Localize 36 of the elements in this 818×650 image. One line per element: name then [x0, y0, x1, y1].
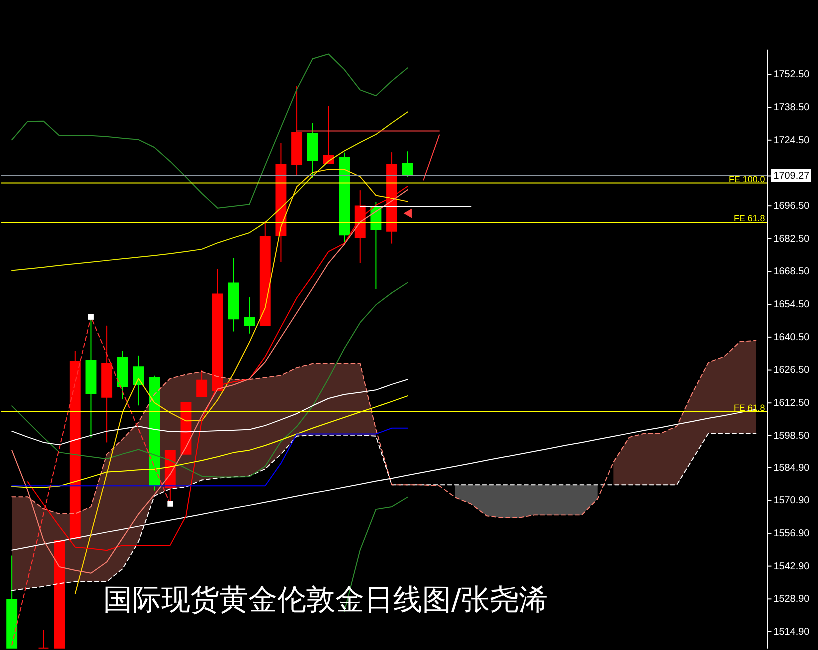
- y-tick-label: 1612.50: [774, 398, 810, 410]
- y-tick-label: 1584.90: [774, 462, 810, 474]
- line-series: [12, 112, 408, 272]
- y-tick-label: 1668.50: [774, 266, 810, 278]
- line-series: [12, 428, 408, 487]
- ref-line-label: FE 61.8: [734, 402, 766, 413]
- y-tick-label: 1556.90: [774, 528, 810, 540]
- line-series: [12, 379, 408, 446]
- point: [168, 501, 174, 507]
- y-tick-label: 1528.90: [774, 594, 810, 606]
- candlestick: [402, 151, 414, 178]
- y-tick-label: 1542.90: [774, 561, 810, 572]
- candlestick: [370, 202, 382, 290]
- point: [88, 314, 94, 320]
- annotation: 国际现货黄金伦敦金日线图/张尧浠: [103, 582, 548, 617]
- y-tick-label: 1654.50: [774, 300, 810, 311]
- y-tick-label: 1514.90: [774, 627, 810, 638]
- y-tick-label: 1640.50: [774, 332, 810, 344]
- y-tick-label: 1752.50: [774, 70, 810, 81]
- ref-line-label: FE 61.8: [734, 214, 766, 224]
- y-tick-label: 1570.90: [774, 496, 810, 507]
- candlestick: [38, 630, 50, 649]
- line-series: [12, 54, 408, 209]
- line-series: [12, 282, 408, 478]
- y-tick-label: 1709.27: [774, 171, 810, 182]
- candlestick: [196, 370, 208, 398]
- ref-line-label: FE 100.0: [728, 174, 766, 184]
- y-tick-label: 1724.50: [774, 135, 810, 146]
- candlestick: [133, 355, 144, 406]
- y-tick-label: 1598.50: [774, 430, 810, 442]
- y-tick-label: 1738.50: [774, 102, 810, 114]
- y-tick-label: 1682.50: [774, 234, 810, 245]
- y-tick-label: 1696.50: [774, 201, 810, 212]
- candlestick: [244, 297, 256, 334]
- y-tick-label: 1626.50: [774, 365, 810, 376]
- point: [404, 208, 412, 218]
